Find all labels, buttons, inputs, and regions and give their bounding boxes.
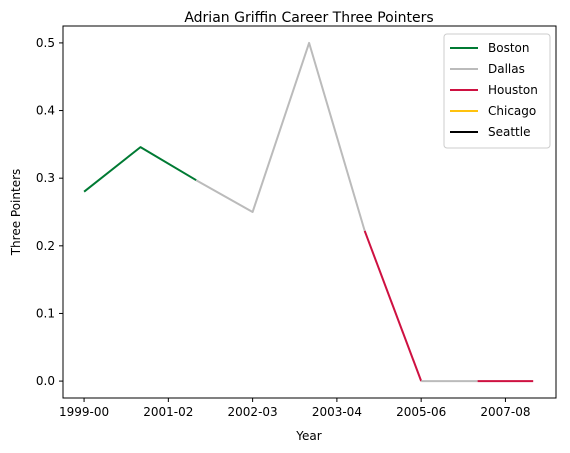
- y-axis-label: Three Pointers: [9, 169, 23, 257]
- series-layer: [83, 41, 534, 383]
- legend-label-seattle: Seattle: [488, 125, 530, 139]
- series-line-houston-2: [363, 230, 423, 382]
- x-tick-label: 2005-06: [396, 405, 446, 419]
- x-tick-label: 2001-02: [143, 405, 193, 419]
- y-axis: 0.0 0.1 0.2 0.3 0.4 0.5: [36, 36, 63, 388]
- y-tick-label: 0.2: [36, 239, 55, 253]
- y-tick-label: 0.5: [36, 36, 55, 50]
- x-axis: 1999-00 2001-02 2002-03 2003-04 2005-06 2007-…: [59, 398, 531, 419]
- series-line-dallas-1: [195, 41, 366, 232]
- legend-box: [443, 33, 551, 149]
- chart-title: Adrian Griffin Career Three Pointers: [184, 10, 433, 26]
- x-tick-label: 2002-03: [228, 405, 278, 419]
- y-tick-label: 0.4: [36, 104, 55, 118]
- x-axis-label: Year: [295, 429, 321, 443]
- plot-frame: [62, 25, 557, 399]
- legend-label-dallas: Dallas: [488, 62, 525, 76]
- x-tick-label: 2003-04: [312, 405, 362, 419]
- legend-label-boston: Boston: [488, 41, 529, 55]
- y-tick-label: 0.3: [36, 171, 55, 185]
- legend: Boston Dallas Houston Chicago Seattle: [443, 33, 551, 149]
- legend-label-chicago: Chicago: [488, 104, 536, 118]
- y-tick-label: 0.1: [36, 306, 55, 320]
- x-tick-label: 2007-08: [480, 405, 530, 419]
- legend-label-houston: Houston: [488, 83, 538, 97]
- x-tick-label: 1999-00: [59, 405, 109, 419]
- y-tick-label: 0.0: [36, 374, 55, 388]
- series-line-boston-0: [83, 146, 197, 193]
